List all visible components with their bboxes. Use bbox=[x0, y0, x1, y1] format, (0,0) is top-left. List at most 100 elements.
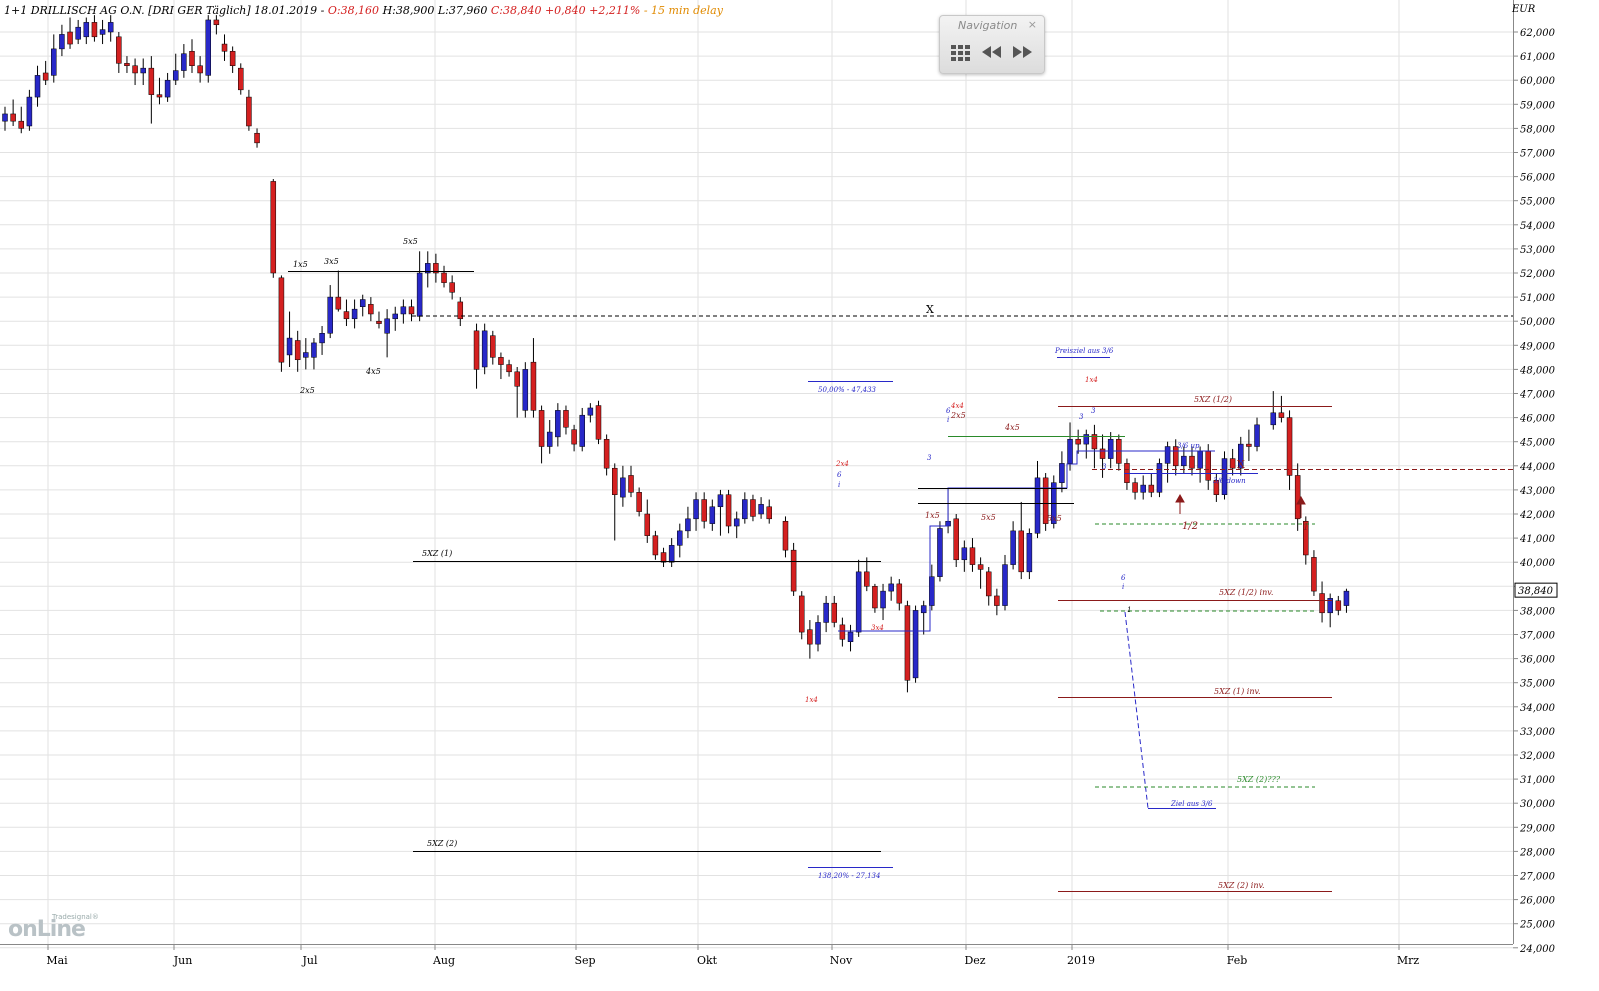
candle-body bbox=[1107, 439, 1114, 459]
y-tick-label: 26,000 bbox=[1519, 896, 1556, 907]
candle-body bbox=[668, 545, 675, 563]
x-tick-label: Okt bbox=[697, 954, 718, 967]
candle-body bbox=[628, 475, 634, 493]
candle-body bbox=[709, 506, 716, 524]
candle-body bbox=[319, 333, 325, 344]
candle-body bbox=[725, 494, 732, 527]
candle-body bbox=[530, 361, 537, 411]
candle-body bbox=[303, 352, 309, 358]
x-tick-label: Jun bbox=[173, 954, 193, 967]
y-tick-label: 33,000 bbox=[1520, 727, 1556, 738]
candle bbox=[896, 579, 903, 611]
candle bbox=[213, 15, 220, 35]
label-4x5-b: 4x5 bbox=[1004, 423, 1020, 432]
candle bbox=[221, 34, 228, 61]
candle bbox=[1042, 473, 1049, 531]
label-6-a: 6 bbox=[837, 471, 842, 479]
candle bbox=[51, 34, 57, 83]
candle-body bbox=[221, 43, 228, 52]
candle bbox=[132, 58, 138, 86]
candle bbox=[164, 72, 171, 102]
candle-body bbox=[1189, 455, 1195, 469]
currency-label: EUR bbox=[1511, 4, 1536, 15]
rewind-icon[interactable] bbox=[979, 41, 1005, 63]
candle-body bbox=[213, 19, 220, 26]
candle bbox=[823, 595, 829, 633]
candle-body bbox=[1270, 412, 1277, 426]
candle-body bbox=[1034, 477, 1041, 534]
candle bbox=[937, 521, 943, 582]
candle-body bbox=[1311, 557, 1317, 592]
header-close: C:38,840 +0,840 +2,211% bbox=[490, 4, 641, 17]
candle-body bbox=[34, 75, 41, 98]
candle bbox=[831, 595, 838, 628]
candle bbox=[961, 540, 968, 572]
candle bbox=[1213, 473, 1220, 502]
candle bbox=[1221, 451, 1228, 500]
candle bbox=[303, 338, 309, 370]
candle bbox=[538, 405, 545, 464]
candle bbox=[457, 297, 464, 327]
candle-body bbox=[538, 410, 545, 447]
label-5x5-c: 5x5 bbox=[1047, 514, 1062, 523]
candle-body bbox=[1319, 593, 1325, 614]
x-tick-label: Aug bbox=[432, 954, 455, 967]
navigation-title: Navigation bbox=[958, 19, 1018, 32]
label-5xz2-inv: 5XZ (2) inv. bbox=[1218, 881, 1265, 890]
candle bbox=[116, 32, 122, 73]
candle-body bbox=[408, 306, 415, 315]
y-tick-label: 57,000 bbox=[1520, 149, 1556, 160]
candle bbox=[498, 352, 504, 380]
candle bbox=[514, 366, 520, 418]
candle-body bbox=[197, 65, 203, 74]
label-one-b: 1 bbox=[1127, 606, 1131, 614]
label-i-a: i bbox=[838, 481, 840, 489]
candle bbox=[1156, 458, 1163, 498]
y-tick-label: 27,000 bbox=[1519, 872, 1556, 883]
candle-body bbox=[26, 96, 33, 127]
candle-body bbox=[603, 439, 610, 469]
fast-forward-icon[interactable] bbox=[1009, 41, 1035, 63]
navigation-panel: Navigation × bbox=[939, 15, 1045, 74]
y-tick-label: 42,000 bbox=[1519, 510, 1556, 521]
candle-body bbox=[782, 520, 789, 551]
candle-body bbox=[888, 583, 894, 592]
label-5xz2-q: 5XZ (2)??? bbox=[1237, 775, 1281, 784]
candle bbox=[481, 323, 488, 375]
candle bbox=[555, 403, 561, 447]
y-tick-label: 62,000 bbox=[1520, 28, 1556, 39]
candle bbox=[742, 492, 748, 524]
candle bbox=[912, 605, 919, 683]
y-tick-label: 58,000 bbox=[1520, 124, 1556, 135]
grid-icon[interactable] bbox=[948, 41, 974, 63]
candle-body bbox=[181, 53, 187, 71]
candle bbox=[286, 311, 293, 367]
label-5xz-12: 5XZ (1/2) bbox=[1194, 395, 1232, 404]
close-icon[interactable]: × bbox=[1027, 18, 1037, 31]
candle bbox=[319, 326, 325, 355]
label-5x5-b: 5x5 bbox=[981, 513, 996, 522]
candle-body bbox=[847, 631, 854, 642]
candle-body bbox=[977, 564, 984, 570]
candle-body bbox=[75, 26, 81, 40]
label-1x5: 1x5 bbox=[293, 260, 308, 269]
candle-body bbox=[1303, 520, 1309, 556]
header-low: L:37,960 bbox=[437, 4, 488, 17]
y-tick-label: 30,000 bbox=[1520, 799, 1556, 810]
candle-body bbox=[579, 414, 585, 447]
chart-header: 1+1 DRILLISCH AG O.N. [DRI GER Täglich] … bbox=[4, 4, 723, 17]
candle bbox=[709, 499, 716, 531]
candle-body bbox=[2, 113, 8, 122]
header-open: O:38,160 bbox=[327, 4, 380, 17]
label-1x4-top: 1x4 bbox=[1085, 376, 1098, 384]
label-3x5: 3x5 bbox=[324, 257, 339, 266]
candle-body bbox=[107, 22, 114, 33]
candle-body bbox=[238, 67, 244, 91]
label-i-b: i bbox=[947, 416, 949, 424]
candle bbox=[1343, 588, 1350, 613]
candle-body bbox=[42, 72, 49, 81]
candle-body bbox=[1067, 439, 1073, 464]
candle-body bbox=[733, 518, 740, 527]
